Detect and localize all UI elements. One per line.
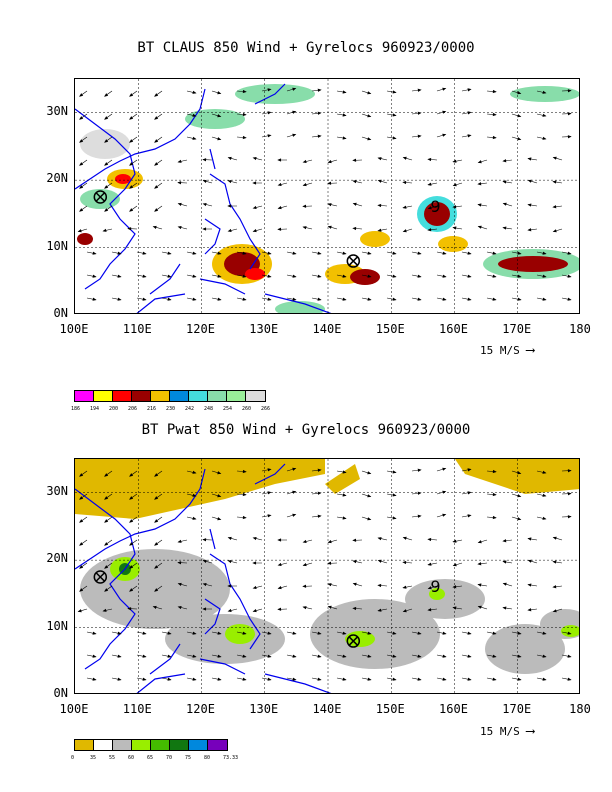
coastlines [75, 463, 332, 693]
typhoon-symbol: 9 [430, 577, 440, 596]
color-legend [74, 739, 228, 751]
coastlines [75, 83, 332, 313]
x-tick-label: 120E [186, 322, 215, 336]
pwat-shading [75, 459, 579, 674]
x-tick-label: 170E [502, 702, 532, 716]
x-tick-label: 130E [249, 702, 279, 716]
legend-tick-label: 260 [242, 406, 252, 412]
legend-swatch [170, 740, 189, 750]
gridlines [75, 79, 579, 313]
y-tick-label: 0N [53, 686, 68, 700]
x-tick-label: 160E [439, 322, 468, 336]
color-legend [74, 390, 266, 402]
scale-label: 15 M/S ⟶ [480, 724, 535, 739]
legend-tick-label: 60 [128, 755, 135, 761]
legend-tick-label: 65 [147, 755, 154, 761]
legend-tick-label: 194 [90, 406, 100, 412]
legend-tick-label: 216 [147, 406, 157, 412]
legend-tick-label: 70 [166, 755, 173, 761]
legend-swatch [208, 391, 227, 401]
gyre-marker [93, 570, 108, 584]
legend-tick-label: 35 [90, 755, 97, 761]
legend-swatch [94, 740, 113, 750]
legend-swatch [189, 740, 208, 750]
legend-tick-label: 206 [128, 406, 138, 412]
legend-swatch [189, 391, 208, 401]
legend-tick-label: 80 [204, 755, 211, 761]
scale-label: 15 M/S ⟶ [480, 343, 535, 358]
x-tick-label: 140E [312, 702, 342, 716]
x-tick-label: 140E [312, 322, 342, 336]
legend-tick-label: 0 [71, 755, 75, 761]
x-tick-label: 150E [375, 322, 405, 336]
y-tick-label: 30N [46, 483, 68, 498]
panel1-map: 9 [74, 78, 580, 314]
legend-swatch [75, 740, 94, 750]
legend-swatch [113, 740, 132, 750]
legend-swatch [132, 391, 151, 401]
typhoon-symbol: 9 [430, 197, 440, 216]
y-tick-label: 10N [46, 238, 68, 253]
legend-tick-label: 266 [261, 406, 271, 412]
wind-vectors [77, 467, 572, 681]
gyre-markers: 9 [93, 570, 441, 648]
panel2-map: 9 [74, 458, 580, 694]
gyre-markers: 9 [93, 190, 441, 268]
panel2-title: BT Pwat 850 Wind + Gyrelocs 960923/0000 [141, 422, 471, 438]
legend-swatch [94, 391, 113, 401]
y-tick-label: 0N [53, 306, 68, 320]
gyre-marker [346, 634, 361, 648]
x-tick-label: 100E [59, 702, 89, 716]
legend-swatch [227, 391, 246, 401]
x-tick-label: 170E [502, 322, 532, 336]
cloud-shading [77, 84, 579, 313]
x-tick-label: 120E [186, 702, 215, 716]
y-tick-label: 20N [46, 171, 68, 186]
legend-tick-label: 230 [166, 406, 176, 412]
legend-tick-label: 75 [185, 755, 192, 761]
wind-vectors [77, 87, 572, 301]
x-tick-label: 100E [59, 322, 89, 336]
legend-tick-label: 73.33 [223, 755, 239, 761]
legend-swatch [208, 740, 227, 750]
panel1-title: BT CLAUS 850 Wind + Gyrelocs 960923/0000 [137, 40, 475, 56]
x-tick-label: 150E [375, 702, 405, 716]
gyre-marker [346, 254, 361, 268]
legend-swatch [246, 391, 265, 401]
x-tick-label: 180 [569, 702, 591, 716]
legend-swatch [75, 391, 94, 401]
legend-swatch [151, 391, 170, 401]
legend-tick-label: 186 [71, 406, 81, 412]
legend-swatch [113, 391, 132, 401]
legend-swatch [151, 740, 170, 750]
y-tick-label: 30N [46, 103, 68, 118]
x-tick-label: 180 [569, 322, 591, 336]
y-tick-label: 20N [46, 551, 68, 566]
legend-swatch [170, 391, 189, 401]
x-tick-label: 160E [439, 702, 468, 716]
x-tick-label: 110E [122, 322, 152, 336]
x-tick-label: 130E [249, 322, 279, 336]
y-tick-label: 10N [46, 618, 68, 633]
legend-tick-label: 55 [109, 755, 116, 761]
gridlines [75, 459, 579, 693]
legend-tick-label: 254 [223, 406, 233, 412]
legend-tick-label: 200 [109, 406, 119, 412]
legend-tick-label: 248 [204, 406, 214, 412]
x-tick-label: 110E [122, 702, 152, 716]
legend-tick-label: 242 [185, 406, 195, 412]
legend-swatch [132, 740, 151, 750]
gyre-marker [93, 190, 108, 204]
